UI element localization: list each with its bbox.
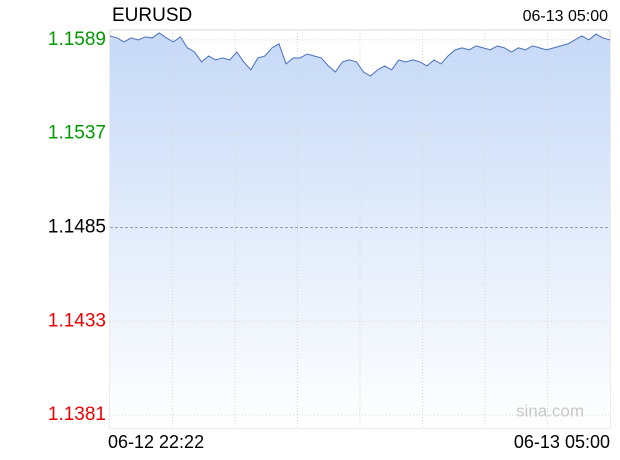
x-tick-label: 06-13 05:00 [514,432,610,452]
area [110,32,610,428]
y-tick-label: 1.1537 [48,123,106,144]
y-tick-label: 1.1381 [48,404,106,425]
line [109,32,611,77]
watermark: sina.com [516,401,584,420]
timestamp: 06-13 05:00 [523,8,609,25]
x-tick-label: 06-12 22:22 [108,432,204,452]
y-tick-label: 1.1433 [48,310,106,331]
y-tick-label: 1.1485 [48,216,106,237]
chart-title: EURUSD [112,5,192,26]
y-tick-label: 1.1589 [48,29,106,50]
